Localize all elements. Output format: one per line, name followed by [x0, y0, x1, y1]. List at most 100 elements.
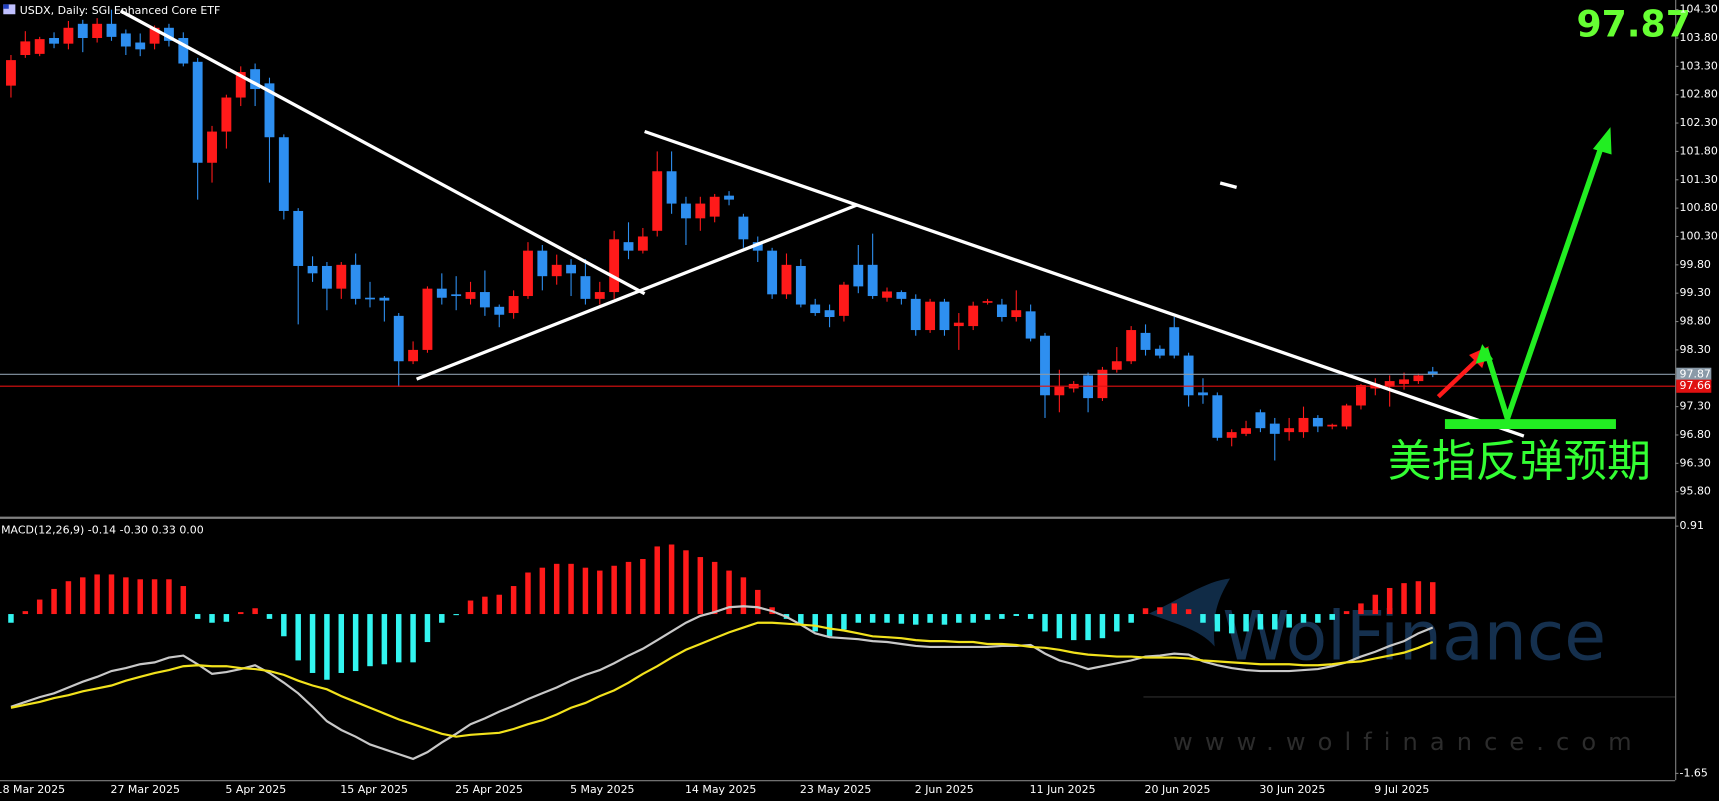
macd-histogram-bar [482, 596, 488, 615]
candle-body [1356, 385, 1366, 406]
candle-body [63, 27, 74, 44]
candle-body [77, 23, 88, 38]
macd-histogram-bar [999, 614, 1005, 619]
macd-histogram-bar [625, 561, 632, 615]
macd-histogram-bar [1243, 614, 1249, 632]
candle-body [709, 196, 720, 217]
green-arrow-path [1482, 141, 1606, 428]
candle-body [494, 306, 505, 315]
y-tick-label: 102.30 [1680, 116, 1718, 129]
macd-title: MACD(12,26,9) -0.14 -0.30 0.33 0.00 [1, 523, 204, 536]
macd-histogram-bar [36, 599, 43, 615]
candle-body [882, 291, 892, 298]
macd-histogram-bar [654, 546, 660, 615]
macd-histogram-bar [194, 614, 201, 619]
macd-histogram-bar [1114, 614, 1120, 632]
candle-body [939, 301, 950, 331]
candle-body [293, 210, 304, 266]
plot-area [0, 9, 1676, 761]
macd-histogram-bar [510, 586, 517, 615]
x-tick-label: 14 May 2025 [685, 783, 756, 796]
x-tick-label: 9 Jul 2025 [1374, 783, 1429, 796]
candle-body [910, 298, 921, 331]
x-tick-label: 2 Jun 2025 [915, 783, 974, 796]
macd-histogram-bar [1300, 614, 1307, 623]
macd-histogram-bar [941, 614, 948, 625]
candle-body [1054, 386, 1065, 396]
x-tick-label: 25 Apr 2025 [455, 783, 523, 796]
macd-histogram-bar [1142, 608, 1149, 615]
macd-line [10, 621, 1434, 738]
candle-body [1269, 423, 1280, 434]
candle-body [925, 301, 936, 331]
candle-body [422, 288, 433, 350]
candle-body [192, 61, 203, 163]
candle-body [1312, 417, 1323, 427]
macd-histogram-bar [65, 581, 72, 615]
y-tick-label: 100.80 [1680, 201, 1718, 214]
macd-histogram-bar [1315, 614, 1321, 623]
candle-body [350, 264, 361, 299]
macd-histogram-bar [912, 614, 919, 625]
candle-body [781, 264, 792, 295]
macd-histogram-bar [180, 586, 187, 615]
macd-histogram-bar [668, 544, 675, 615]
candle-body [609, 239, 620, 293]
macd-histogram-bar [740, 577, 747, 615]
macd-histogram-bar [51, 588, 57, 615]
macd-histogram-bar [826, 614, 833, 637]
candle-body [307, 265, 318, 274]
macd-histogram-bar [525, 572, 531, 615]
candle-body [1298, 417, 1309, 433]
macd-histogram-bar [338, 614, 345, 673]
y-tick-label: 96.30 [1680, 456, 1711, 469]
y-tick-label: 99.30 [1680, 286, 1711, 299]
y-tick-label: 96.80 [1680, 428, 1711, 441]
macd-histogram-bar [898, 614, 905, 624]
macd-histogram-bar [1056, 614, 1063, 639]
macd-histogram-bar [1085, 614, 1091, 641]
candle-body [738, 216, 749, 240]
macd-histogram-bar [266, 614, 273, 619]
macd-histogram-bar [453, 614, 459, 616]
macd-histogram-bar [1157, 607, 1163, 615]
candle-body [996, 304, 1007, 318]
candle-body [6, 60, 16, 86]
candle-body [1083, 375, 1094, 399]
macd-histogram-bar [1401, 583, 1407, 615]
macd-histogram-bar [309, 614, 316, 673]
candle-body [824, 310, 835, 318]
candle-body [1241, 428, 1251, 434]
y-tick-label: 99.80 [1680, 258, 1711, 271]
macd-histogram-bar [439, 614, 445, 623]
candle-body [49, 37, 59, 44]
macd-histogram-bar [395, 614, 402, 663]
trendline-stub [1219, 181, 1238, 189]
macd-histogram-bar [640, 558, 646, 615]
macd-histogram-bar [281, 614, 287, 637]
candle-body [1284, 428, 1295, 433]
candle-body [278, 137, 289, 211]
last-price-box [1676, 367, 1712, 381]
x-tick-label: 20 Jun 2025 [1145, 783, 1211, 796]
ask-price-label: 97.66 [1680, 379, 1711, 392]
macd-histogram-bar [597, 570, 603, 615]
macd-histogram-bar [238, 612, 244, 615]
macd-histogram-bar [755, 589, 761, 615]
candle-body [1327, 424, 1338, 427]
macd-histogram-bar [108, 574, 115, 615]
macd-histogram-bar [611, 565, 617, 615]
candle-body [551, 264, 562, 277]
candle-body [1413, 375, 1424, 382]
macd-histogram-bar [711, 561, 718, 615]
macd-histogram-bar [1386, 587, 1393, 615]
candle-body [34, 39, 45, 54]
macd-histogram-bar [869, 614, 876, 623]
candle-body [724, 195, 734, 200]
x-tick-label: 11 Jun 2025 [1030, 783, 1096, 796]
candle-body [666, 171, 677, 204]
macd-histogram-bar [295, 614, 301, 661]
x-tick-label: 23 May 2025 [800, 783, 871, 796]
